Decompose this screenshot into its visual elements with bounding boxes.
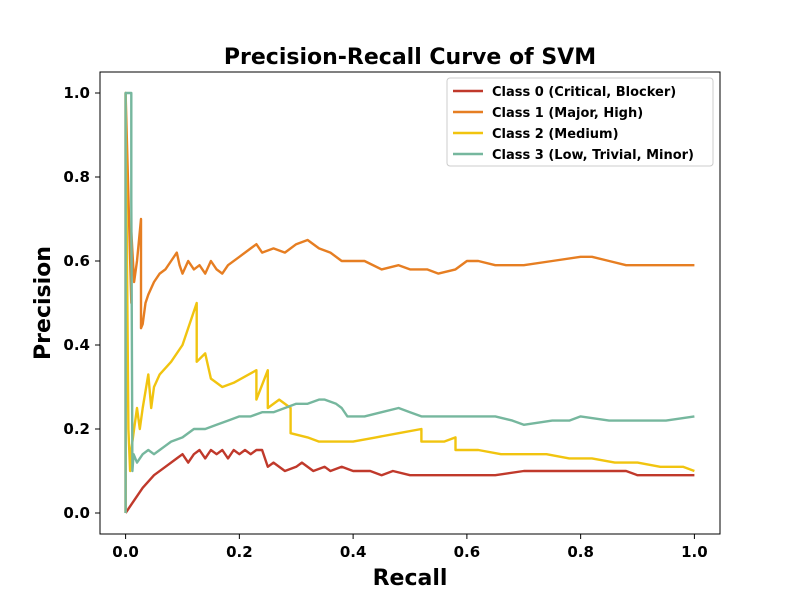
series-line-class-0 <box>124 448 695 514</box>
x-tick-label: 1.0 <box>681 543 708 561</box>
series-line-class-3 <box>124 91 695 513</box>
x-tick-label: 0.4 <box>340 543 367 561</box>
series-line-class-1 <box>124 91 695 513</box>
y-tick-label: 0.6 <box>63 252 90 270</box>
y-tick-label: 0.8 <box>63 168 90 186</box>
legend-label-class-0: Class 0 (Critical, Blocker) <box>492 85 676 100</box>
x-tick-label: 0.6 <box>454 543 481 561</box>
x-tick-label: 0.0 <box>112 543 139 561</box>
y-tick-label: 0.2 <box>63 420 90 438</box>
y-tick-label: 1.0 <box>63 84 90 102</box>
x-axis-label: Recall <box>373 566 448 591</box>
x-tick-label: 0.2 <box>226 543 253 561</box>
plot-frame <box>99 71 721 535</box>
y-tick-label: 0.4 <box>63 336 90 354</box>
legend-label-class-1: Class 1 (Major, High) <box>492 106 643 121</box>
legend-box <box>446 77 714 167</box>
plot-lines <box>124 91 695 514</box>
y-tick-label: 0.0 <box>63 504 90 522</box>
series-line-class-2 <box>124 91 695 513</box>
chart-title: Precision-Recall Curve of SVM <box>224 45 596 70</box>
x-axis-ticks: 0.0 0.2 0.4 0.6 0.8 1.0 <box>112 534 708 561</box>
y-axis-label: Precision <box>31 246 56 360</box>
x-tick-label: 0.8 <box>567 543 594 561</box>
legend-label-class-2: Class 2 (Medium) <box>492 127 619 142</box>
y-axis-ticks: 0.0 0.2 0.4 0.6 0.8 1.0 <box>63 84 100 522</box>
legend: Class 0 (Critical, Blocker) Class 1 (Majo… <box>446 77 714 167</box>
legend-label-class-3: Class 3 (Low, Trivial, Minor) <box>492 148 694 163</box>
